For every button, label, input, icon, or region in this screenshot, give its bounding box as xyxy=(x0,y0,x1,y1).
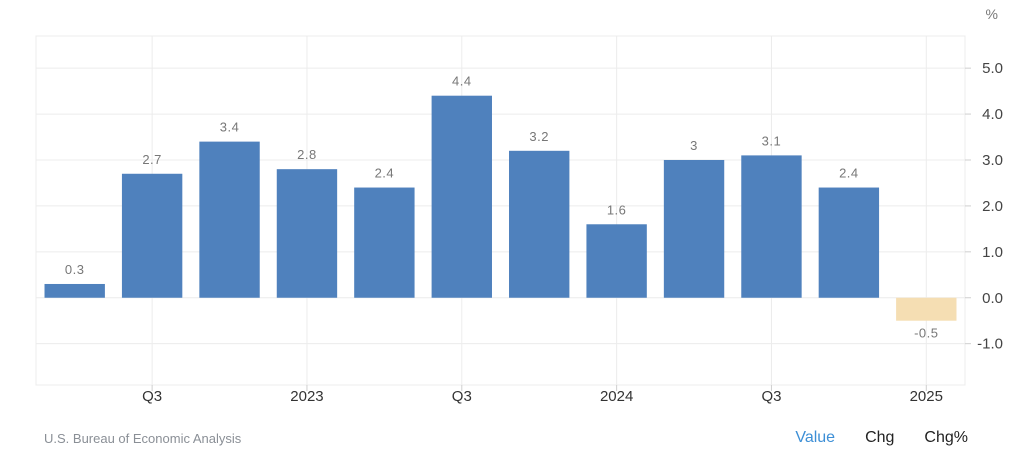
data-label: -0.5 xyxy=(914,326,938,341)
bar xyxy=(354,187,415,298)
mode-chgpct-button[interactable]: Chg% xyxy=(924,429,968,446)
bar xyxy=(121,173,183,298)
bar xyxy=(741,155,802,298)
y-tick-label: 0.0 xyxy=(982,290,1003,307)
bar xyxy=(896,297,957,321)
y-tick-label: 1.0 xyxy=(982,244,1003,261)
bar xyxy=(199,141,260,298)
x-tick-label: 2023 xyxy=(290,388,323,405)
y-tick-label: 5.0 xyxy=(982,60,1003,77)
data-labels: 0.3 2.7 3.4 2.8 2.4 4.4 3.2 1.6 3 3.1 2.4 -0.5 xyxy=(65,74,938,341)
y-tick-label: 3.0 xyxy=(982,152,1003,169)
bar xyxy=(509,150,570,298)
y-tick-label: -1.0 xyxy=(977,336,1003,353)
data-label: 0.3 xyxy=(65,262,85,277)
data-label: 2.8 xyxy=(297,147,317,162)
data-label: 1.6 xyxy=(607,202,627,217)
x-tick-label: 2024 xyxy=(600,388,633,405)
x-tick-label: Q3 xyxy=(142,388,162,405)
bar xyxy=(586,224,647,298)
y-tick-label: 2.0 xyxy=(982,198,1003,215)
data-label: 2.4 xyxy=(375,166,395,181)
mode-switcher: Value Chg Chg% xyxy=(795,429,968,447)
data-label: 2.4 xyxy=(839,166,859,181)
data-label: 3 xyxy=(690,138,698,153)
x-tick-label: Q3 xyxy=(761,388,781,405)
data-label: 4.4 xyxy=(452,74,472,89)
data-label: 2.7 xyxy=(142,152,162,167)
bar xyxy=(663,159,725,298)
data-label: 3.4 xyxy=(220,120,240,135)
axes: 5.0 4.0 3.0 2.0 1.0 0.0 -1.0 Q3 2023 Q3 2024 Q3 2025 xyxy=(142,60,1003,405)
mode-chg-button[interactable]: Chg xyxy=(865,429,895,446)
data-label: 3.1 xyxy=(762,133,782,148)
plot-frame xyxy=(35,35,966,386)
unit-label: % xyxy=(985,6,998,22)
x-tick-label: 2025 xyxy=(910,388,943,405)
bar xyxy=(276,169,338,298)
y-tick-label: 4.0 xyxy=(982,106,1003,123)
data-label: 3.2 xyxy=(529,129,549,144)
mode-value-button[interactable]: Value xyxy=(795,429,836,446)
x-tick-label: Q3 xyxy=(452,388,472,405)
bars xyxy=(44,95,957,321)
bar xyxy=(818,187,880,298)
source-label: U.S. Bureau of Economic Analysis xyxy=(44,431,242,446)
bar xyxy=(44,283,105,298)
bar xyxy=(431,95,492,298)
